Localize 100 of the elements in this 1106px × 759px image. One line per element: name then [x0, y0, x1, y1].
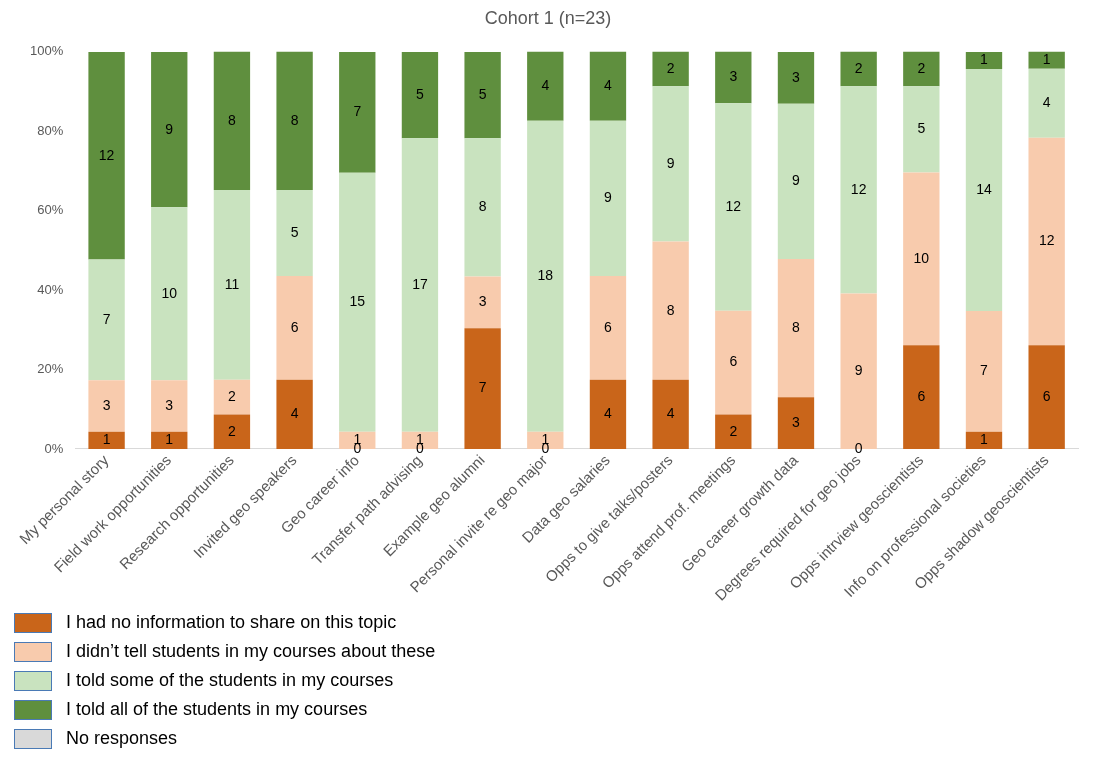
annotation: 3 [792, 413, 801, 430]
bar [840, 51, 877, 87]
annotation: 8 [290, 111, 299, 128]
bar [464, 276, 501, 329]
y-tick-label: 20% [37, 361, 64, 377]
annotation: 4 [541, 77, 550, 94]
bar [1028, 68, 1065, 138]
bar [589, 120, 627, 277]
annotation: 8 [666, 301, 675, 318]
annotation: 3 [478, 293, 487, 310]
bar [213, 51, 251, 190]
annotation: 5 [416, 85, 425, 102]
annotation: 7 [478, 379, 487, 396]
annotation: 4 [604, 405, 613, 422]
y-tick-label: 40% [37, 281, 64, 297]
y-tick-label: 80% [37, 122, 64, 138]
annotation: 2 [729, 422, 738, 439]
annotation: 10 [161, 284, 178, 301]
annotation: 1 [165, 431, 174, 448]
y-tick-label: 60% [37, 202, 64, 218]
annotation: 5 [478, 85, 487, 102]
bar [777, 259, 815, 398]
bar [903, 345, 940, 449]
annotation: 10 [913, 249, 930, 266]
annotation: 9 [165, 120, 174, 137]
annotation: 4 [666, 405, 675, 422]
bar [589, 276, 627, 380]
annotation: 12 [850, 180, 867, 197]
bar [1028, 137, 1065, 346]
annotation: 6 [917, 387, 926, 404]
bar [903, 172, 940, 346]
annotation: 9 [792, 172, 801, 189]
annotation: 6 [729, 353, 738, 370]
bar [965, 431, 1003, 449]
annotation: 1 [102, 431, 111, 448]
bar [840, 86, 877, 294]
annotation: 7 [980, 362, 989, 379]
annotation: 4 [604, 77, 613, 94]
bar [464, 52, 501, 139]
annotation: 17 [412, 275, 428, 292]
bar [276, 51, 313, 190]
annotation: 8 [478, 198, 487, 215]
bar [777, 103, 815, 260]
bar [88, 259, 125, 381]
bar [777, 397, 815, 449]
annotation: 2 [917, 59, 926, 76]
bar [213, 189, 251, 380]
annotation: 14 [976, 180, 992, 197]
bar [1028, 51, 1065, 69]
bar [715, 310, 752, 415]
annotation: 1 [980, 431, 989, 448]
annotation: 9 [666, 154, 675, 171]
annotation: 2 [228, 422, 237, 439]
annotation: 3 [102, 396, 111, 413]
bar [589, 51, 627, 121]
bar [652, 241, 689, 380]
annotation: 2 [666, 59, 675, 76]
bar [88, 431, 125, 449]
bar [464, 138, 501, 277]
chart-title: Cohort 1 (n=23) [484, 7, 612, 28]
bar [715, 51, 752, 104]
legend-label: I told all of the students in my courses [66, 699, 368, 720]
annotation: 3 [729, 68, 738, 85]
y-tick-label: 0% [44, 440, 64, 456]
legend-label: I had no information to share on this topic [66, 612, 397, 633]
annotation: 5 [917, 120, 926, 137]
legend-label: No responses [66, 728, 178, 749]
annotation: 2 [854, 59, 863, 76]
annotation: 18 [537, 267, 554, 284]
annotation: 7 [353, 103, 362, 120]
bar [464, 328, 501, 449]
annotation: 6 [1042, 387, 1051, 404]
bar [527, 51, 564, 121]
bar [965, 69, 1003, 312]
annotation: 11 [224, 275, 240, 292]
bar [151, 431, 188, 449]
bar [965, 52, 1003, 70]
annotation: 6 [290, 318, 299, 335]
annotation: 4 [290, 405, 299, 422]
annotation: 2 [228, 387, 237, 404]
bar [652, 51, 689, 87]
annotation: 4 [1042, 94, 1051, 111]
annotation: 12 [1038, 232, 1055, 249]
annotation: 6 [604, 318, 613, 335]
bar [339, 52, 376, 173]
legend-label: I told some of the students in my courses [66, 670, 394, 691]
bar [276, 379, 313, 449]
bar [777, 52, 815, 104]
bar [1028, 345, 1065, 449]
bar [151, 52, 188, 208]
bar [276, 276, 313, 380]
bar [401, 52, 439, 139]
annotation: 0 [854, 439, 863, 456]
bar [589, 379, 627, 449]
bar [715, 103, 752, 311]
annotation: 12 [98, 146, 115, 163]
bar [965, 311, 1003, 432]
bar [213, 379, 251, 415]
annotation: 15 [349, 293, 366, 310]
annotation: 1 [1042, 51, 1051, 67]
